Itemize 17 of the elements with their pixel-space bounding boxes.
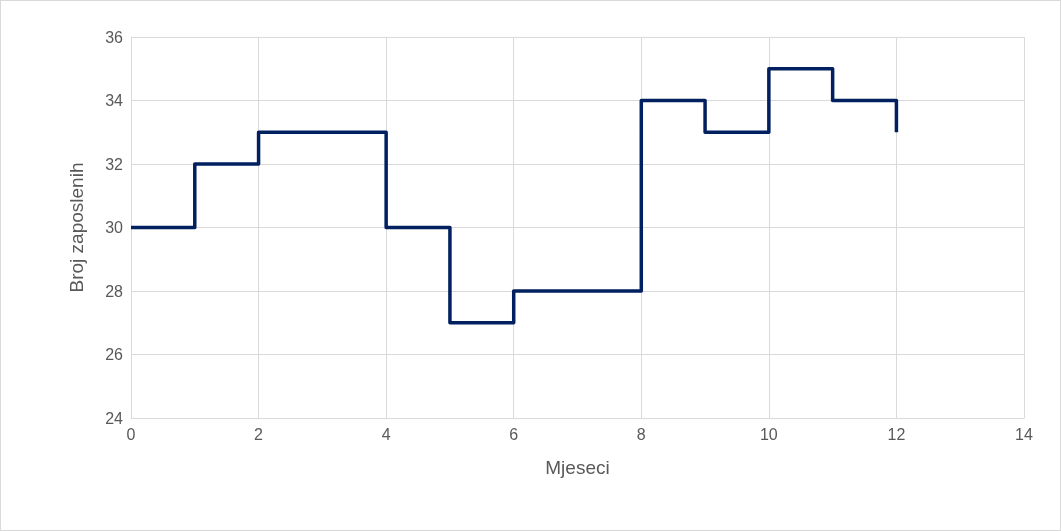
x-tick-label: 6: [509, 425, 519, 443]
y-tick-label: 34: [105, 92, 124, 109]
x-tick-label: 8: [636, 425, 646, 443]
y-tick-label: 28: [105, 282, 124, 300]
x-tick-label: 12: [887, 425, 906, 443]
x-tick-label: 14: [1015, 425, 1033, 443]
x-tick-label: 4: [381, 425, 391, 443]
x-axis-title: Mjeseci: [545, 457, 610, 478]
y-tick-label: 32: [105, 155, 124, 173]
x-tick-label: 2: [254, 425, 264, 443]
y-tick-label: 26: [105, 346, 124, 363]
y-tick-label: 36: [105, 28, 124, 46]
y-tick-label: 30: [105, 219, 124, 236]
y-tick-label: 24: [105, 409, 124, 427]
y-axis-title: Broj zaposlenih: [66, 162, 87, 293]
x-tick-label: 0: [126, 425, 136, 443]
x-tick-label: 10: [759, 425, 778, 443]
